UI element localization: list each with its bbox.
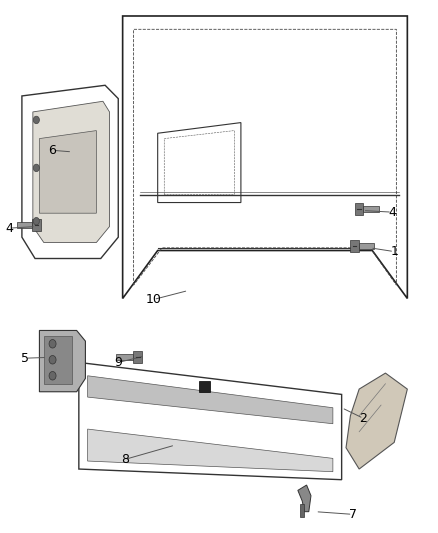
Polygon shape bbox=[88, 376, 333, 424]
Polygon shape bbox=[346, 373, 407, 469]
Bar bbox=[199, 381, 210, 392]
Circle shape bbox=[49, 356, 56, 364]
Polygon shape bbox=[300, 504, 304, 517]
Polygon shape bbox=[33, 101, 110, 243]
Polygon shape bbox=[17, 222, 32, 228]
Text: 8: 8 bbox=[121, 453, 129, 466]
Circle shape bbox=[49, 340, 56, 348]
Polygon shape bbox=[88, 429, 333, 472]
Text: 10: 10 bbox=[145, 293, 161, 306]
Polygon shape bbox=[359, 243, 374, 249]
Text: 5: 5 bbox=[21, 352, 29, 365]
Circle shape bbox=[33, 217, 39, 225]
Text: 9: 9 bbox=[114, 356, 122, 369]
Text: 4: 4 bbox=[6, 222, 14, 235]
Polygon shape bbox=[39, 131, 96, 213]
Polygon shape bbox=[116, 354, 133, 360]
Text: 1: 1 bbox=[390, 245, 398, 258]
Polygon shape bbox=[363, 206, 379, 212]
Circle shape bbox=[33, 164, 39, 172]
Circle shape bbox=[33, 116, 39, 124]
Polygon shape bbox=[39, 330, 85, 392]
Polygon shape bbox=[350, 240, 359, 252]
Circle shape bbox=[49, 372, 56, 380]
Text: 2: 2 bbox=[360, 412, 367, 425]
Polygon shape bbox=[133, 351, 142, 363]
Polygon shape bbox=[44, 336, 72, 384]
Polygon shape bbox=[32, 219, 41, 231]
Text: 4: 4 bbox=[388, 206, 396, 219]
Text: 7: 7 bbox=[349, 508, 357, 521]
Polygon shape bbox=[355, 203, 363, 215]
Polygon shape bbox=[298, 485, 311, 512]
Text: 6: 6 bbox=[49, 144, 57, 157]
